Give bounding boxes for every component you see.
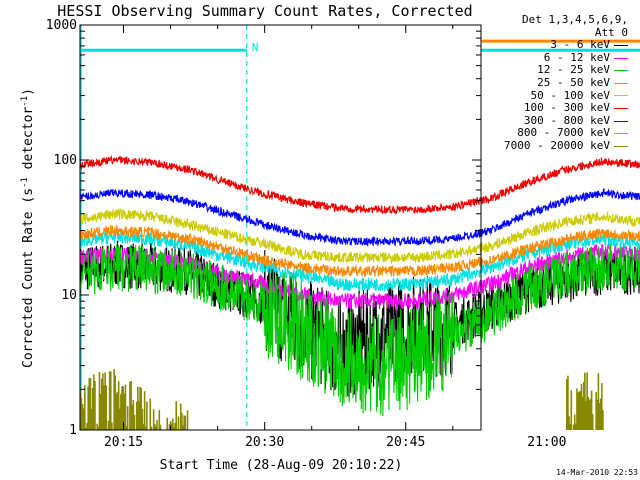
timestamp-label: 14-Mar-2010 22:53	[556, 468, 638, 477]
y-axis-label: Corrected Count Rate (s-1 detector-1)	[20, 88, 36, 368]
legend-swatch	[614, 133, 628, 135]
legend-swatch	[614, 145, 628, 147]
series-25-50-kev	[79, 228, 640, 292]
legend-swatch	[614, 70, 628, 72]
annotation-n: N	[252, 41, 259, 54]
series-6-12-kev	[79, 242, 640, 311]
legend-rows: 3 - 6 keV 6 - 12 keV 12 - 25 keV 25 - 50 ke…	[482, 39, 638, 152]
y-tick-label: 1000	[46, 18, 77, 33]
legend-item: 3 - 6 keV	[482, 39, 638, 52]
legend-subheader: Att 0	[594, 25, 628, 39]
y-tick-label: 1	[69, 423, 77, 438]
legend-item: 300 - 800 keV	[482, 113, 638, 128]
legend-swatch	[614, 107, 628, 109]
series-12-25-kev	[79, 244, 640, 417]
legend-item: 100 - 300 keV	[482, 102, 638, 115]
legend-swatch	[614, 120, 628, 122]
legend-item: 50 - 100 keV	[482, 88, 638, 103]
series-100-300-kev	[79, 154, 640, 215]
legend-label: 3 - 6 keV	[550, 38, 610, 52]
axis-layer: 110100100020:1520:3020:4521:0021:1521:30…	[46, 18, 567, 450]
series-50-100-kev	[79, 206, 640, 265]
legend-label: 25 - 50 keV	[537, 75, 610, 89]
legend-item: 7000 - 20000 keV	[482, 138, 638, 153]
legend-item: 12 - 25 keV	[482, 64, 638, 77]
legend-label: 100 - 300 keV	[523, 101, 610, 115]
series-7000-20000-kev	[79, 369, 604, 430]
legend-item: 6 - 12 keV	[482, 50, 638, 65]
x-tick-label: 20:30	[245, 435, 284, 450]
legend-label: 800 - 7000 keV	[517, 126, 610, 140]
series-layer	[79, 154, 640, 430]
x-tick-label: 20:15	[104, 435, 143, 450]
x-tick-label: 20:45	[386, 435, 425, 450]
chart-title: HESSI Observing Summary Count Rates, Cor…	[57, 2, 472, 20]
legend-swatch	[614, 82, 628, 84]
legend-label: 50 - 100 keV	[530, 88, 610, 102]
legend-label: 6 - 12 keV	[543, 50, 610, 64]
legend-header: Det 1,3,4,5,6,9,	[522, 13, 628, 26]
plot-frame	[79, 24, 482, 431]
y-tick-label: 100	[54, 153, 77, 168]
legend-label: 12 - 25 keV	[537, 63, 610, 77]
x-tick-label: 21:00	[527, 435, 566, 450]
legend-swatch	[614, 95, 628, 97]
series-800-7000-kev	[79, 224, 640, 278]
y-tick-label: 10	[61, 288, 77, 303]
legend-item: 25 - 50 keV	[482, 75, 638, 90]
series-300-800-kev	[79, 187, 640, 247]
legend-label: 7000 - 20000 keV	[504, 138, 610, 152]
legend-swatch	[614, 44, 628, 46]
legend-item: 800 - 7000 keV	[482, 127, 638, 140]
attenuator-decor-layer	[80, 25, 640, 430]
legend: Det 1,3,4,5,6,9, Att 0 3 - 6 keV 6 - 12 k…	[482, 13, 638, 153]
x-axis-label: Start Time (28-Aug-09 20:10:22)	[160, 458, 403, 473]
legend-swatch	[614, 57, 628, 59]
legend-label: 300 - 800 keV	[523, 113, 610, 127]
